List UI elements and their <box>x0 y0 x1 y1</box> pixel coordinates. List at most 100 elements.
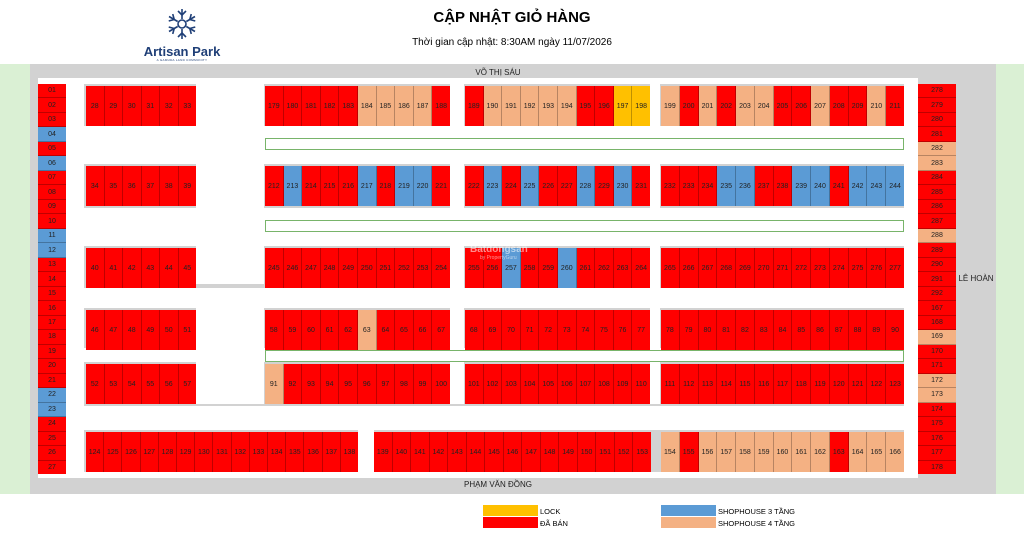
lot-04[interactable]: 04 <box>38 127 66 142</box>
lot-97[interactable]: 97 <box>376 364 396 404</box>
lot-251[interactable]: 251 <box>376 248 396 288</box>
lot-189[interactable]: 189 <box>465 86 484 126</box>
lot-243[interactable]: 243 <box>867 166 887 206</box>
lot-45[interactable]: 45 <box>178 248 196 288</box>
lot-231[interactable]: 231 <box>632 166 650 206</box>
lot-161[interactable]: 161 <box>792 432 812 472</box>
lot-255[interactable]: 255 <box>465 248 484 288</box>
lot-261[interactable]: 261 <box>576 248 596 288</box>
lot-256[interactable]: 256 <box>483 248 503 288</box>
lot-89[interactable]: 89 <box>867 310 887 350</box>
lot-64[interactable]: 64 <box>376 310 396 350</box>
lot-178[interactable]: 178 <box>918 460 956 475</box>
lot-32[interactable]: 32 <box>160 86 179 126</box>
lot-160[interactable]: 160 <box>773 432 793 472</box>
lot-03[interactable]: 03 <box>38 112 66 128</box>
lot-81[interactable]: 81 <box>717 310 737 350</box>
lot-193[interactable]: 193 <box>539 86 558 126</box>
lot-165[interactable]: 165 <box>867 432 887 472</box>
lot-291[interactable]: 291 <box>918 272 956 287</box>
lot-142[interactable]: 142 <box>429 432 449 472</box>
lot-12[interactable]: 12 <box>38 243 66 258</box>
lot-88[interactable]: 88 <box>848 310 868 350</box>
lot-225[interactable]: 225 <box>520 166 540 206</box>
lot-219[interactable]: 219 <box>395 166 414 206</box>
lot-170[interactable]: 170 <box>918 344 956 360</box>
lot-190[interactable]: 190 <box>483 86 503 126</box>
lot-247[interactable]: 247 <box>302 248 321 288</box>
lot-145[interactable]: 145 <box>485 432 504 472</box>
lot-67[interactable]: 67 <box>432 310 450 350</box>
lot-42[interactable]: 42 <box>123 248 142 288</box>
lot-196[interactable]: 196 <box>595 86 614 126</box>
lot-221[interactable]: 221 <box>432 166 450 206</box>
lot-110[interactable]: 110 <box>632 364 650 404</box>
lot-118[interactable]: 118 <box>792 364 812 404</box>
lot-116[interactable]: 116 <box>754 364 774 404</box>
lot-209[interactable]: 209 <box>848 86 868 126</box>
lot-132[interactable]: 132 <box>231 432 250 472</box>
lot-228[interactable]: 228 <box>576 166 596 206</box>
lot-28[interactable]: 28 <box>86 86 105 126</box>
lot-222[interactable]: 222 <box>465 166 484 206</box>
lot-269[interactable]: 269 <box>736 248 755 288</box>
lot-141[interactable]: 141 <box>411 432 430 472</box>
lot-241[interactable]: 241 <box>829 166 849 206</box>
lot-137[interactable]: 137 <box>322 432 341 472</box>
lot-46[interactable]: 46 <box>86 310 105 350</box>
lot-262[interactable]: 262 <box>595 248 614 288</box>
lot-104[interactable]: 104 <box>520 364 540 404</box>
lot-33[interactable]: 33 <box>178 86 196 126</box>
lot-62[interactable]: 62 <box>339 310 358 350</box>
lot-207[interactable]: 207 <box>811 86 830 126</box>
lot-95[interactable]: 95 <box>339 364 358 404</box>
lot-138[interactable]: 138 <box>340 432 359 472</box>
lot-245[interactable]: 245 <box>265 248 284 288</box>
lot-27[interactable]: 27 <box>38 460 66 475</box>
lot-13[interactable]: 13 <box>38 257 66 273</box>
lot-211[interactable]: 211 <box>886 86 904 126</box>
lot-60[interactable]: 60 <box>302 310 321 350</box>
lot-18[interactable]: 18 <box>38 330 66 345</box>
lot-162[interactable]: 162 <box>811 432 830 472</box>
lot-239[interactable]: 239 <box>792 166 812 206</box>
lot-74[interactable]: 74 <box>576 310 596 350</box>
lot-192[interactable]: 192 <box>520 86 540 126</box>
lot-288[interactable]: 288 <box>918 228 956 244</box>
lot-149[interactable]: 149 <box>559 432 578 472</box>
lot-72[interactable]: 72 <box>539 310 558 350</box>
lot-259[interactable]: 259 <box>539 248 558 288</box>
lot-263[interactable]: 263 <box>613 248 633 288</box>
lot-06[interactable]: 06 <box>38 156 66 171</box>
lot-240[interactable]: 240 <box>811 166 830 206</box>
lot-108[interactable]: 108 <box>595 364 614 404</box>
lot-122[interactable]: 122 <box>867 364 887 404</box>
lot-76[interactable]: 76 <box>613 310 633 350</box>
lot-191[interactable]: 191 <box>502 86 521 126</box>
lot-51[interactable]: 51 <box>178 310 196 350</box>
lot-278[interactable]: 278 <box>918 84 956 99</box>
lot-282[interactable]: 282 <box>918 141 956 157</box>
lot-69[interactable]: 69 <box>483 310 503 350</box>
lot-279[interactable]: 279 <box>918 98 956 113</box>
lot-47[interactable]: 47 <box>104 310 123 350</box>
lot-115[interactable]: 115 <box>736 364 755 404</box>
lot-25[interactable]: 25 <box>38 431 66 447</box>
lot-111[interactable]: 111 <box>661 364 680 404</box>
lot-75[interactable]: 75 <box>595 310 614 350</box>
lot-206[interactable]: 206 <box>792 86 812 126</box>
lot-56[interactable]: 56 <box>160 364 179 404</box>
lot-23[interactable]: 23 <box>38 402 66 418</box>
lot-226[interactable]: 226 <box>539 166 558 206</box>
lot-144[interactable]: 144 <box>466 432 486 472</box>
lot-284[interactable]: 284 <box>918 170 956 186</box>
lot-58[interactable]: 58 <box>265 310 284 350</box>
lot-155[interactable]: 155 <box>679 432 699 472</box>
lot-187[interactable]: 187 <box>413 86 433 126</box>
lot-275[interactable]: 275 <box>848 248 868 288</box>
lot-216[interactable]: 216 <box>339 166 358 206</box>
lot-65[interactable]: 65 <box>395 310 414 350</box>
lot-154[interactable]: 154 <box>661 432 680 472</box>
lot-10[interactable]: 10 <box>38 214 66 229</box>
lot-16[interactable]: 16 <box>38 301 66 316</box>
